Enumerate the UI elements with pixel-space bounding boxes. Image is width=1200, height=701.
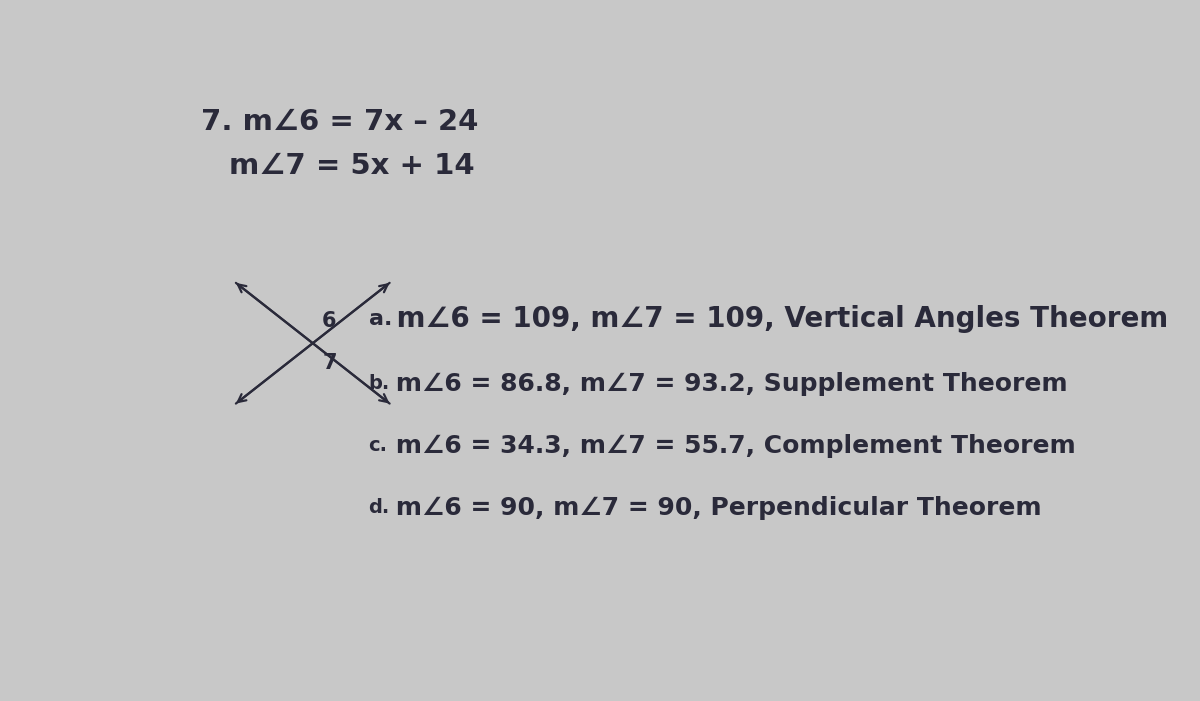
Text: a.: a. — [368, 309, 392, 329]
Text: 6: 6 — [323, 311, 337, 332]
Text: m∠6 = 109, m∠7 = 109, Vertical Angles Theorem: m∠6 = 109, m∠7 = 109, Vertical Angles Th… — [388, 305, 1169, 333]
Text: c.: c. — [368, 436, 388, 455]
Text: 7. m∠6 = 7x – 24: 7. m∠6 = 7x – 24 — [202, 109, 479, 137]
Text: m∠6 = 34.3, m∠7 = 55.7, Complement Theorem: m∠6 = 34.3, m∠7 = 55.7, Complement Theor… — [388, 434, 1076, 458]
Text: b.: b. — [368, 374, 390, 393]
Text: m∠7 = 5x + 14: m∠7 = 5x + 14 — [229, 151, 475, 179]
Text: m∠6 = 86.8, m∠7 = 93.2, Supplement Theorem: m∠6 = 86.8, m∠7 = 93.2, Supplement Theor… — [388, 372, 1068, 395]
Text: m∠6 = 90, m∠7 = 90, Perpendicular Theorem: m∠6 = 90, m∠7 = 90, Perpendicular Theore… — [388, 496, 1042, 520]
Text: d.: d. — [368, 498, 390, 517]
Text: 7: 7 — [323, 353, 337, 373]
